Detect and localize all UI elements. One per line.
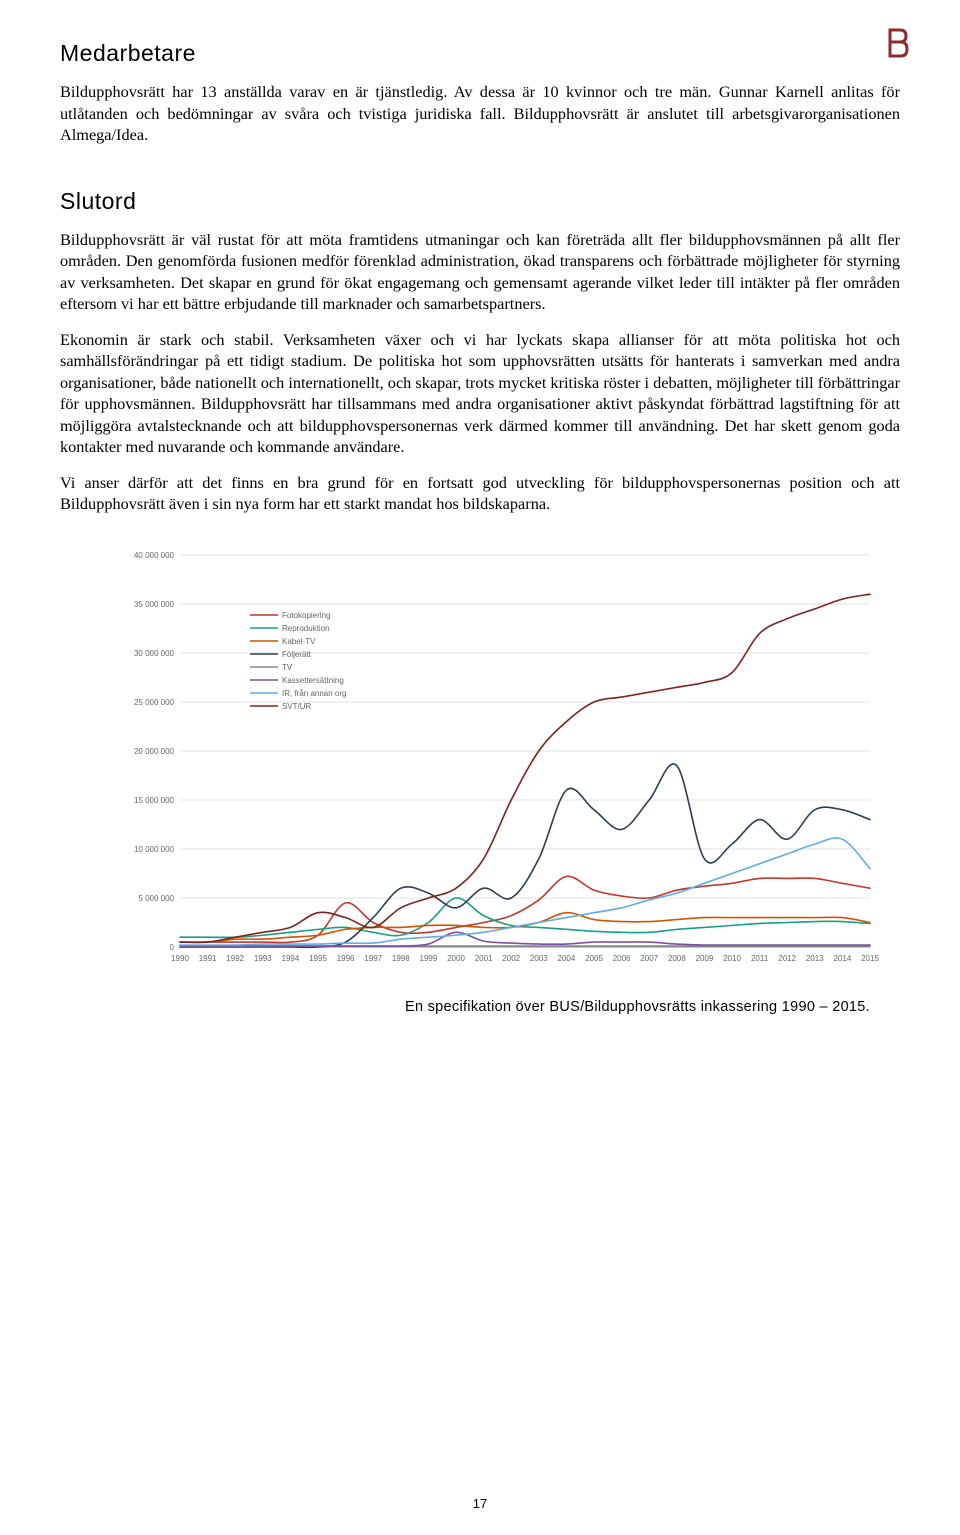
svg-text:2009: 2009 [696,954,714,963]
svg-text:1997: 1997 [364,954,382,963]
svg-text:1994: 1994 [282,954,300,963]
paragraph-slutord-2: Ekonomin är stark och stabil. Verksamhet… [60,329,900,458]
page-number: 17 [473,1496,487,1511]
svg-text:2014: 2014 [834,954,852,963]
chart-container: 0 5 000 000 10 000 000 15 000 000 20 000 000… [120,545,880,1015]
svg-text:5 000 000: 5 000 000 [138,894,174,903]
svg-text:1991: 1991 [199,954,217,963]
svg-text:2006: 2006 [613,954,631,963]
svg-text:2010: 2010 [723,954,741,963]
svg-text:2003: 2003 [530,954,548,963]
svg-text:35 000 000: 35 000 000 [134,600,175,609]
svg-text:IR, från annan org: IR, från annan org [282,689,346,698]
brand-logo-icon [886,28,910,58]
svg-text:1998: 1998 [392,954,410,963]
svg-text:40 000 000: 40 000 000 [134,551,175,560]
section-heading-medarbetare: Medarbetare [60,40,900,67]
svg-text:2015: 2015 [861,954,879,963]
svg-text:1999: 1999 [420,954,438,963]
svg-text:2004: 2004 [558,954,576,963]
svg-text:2005: 2005 [585,954,603,963]
paragraph-slutord-1: Bildupphovsrätt är väl rustat för att mö… [60,229,900,315]
svg-text:SVT/UR: SVT/UR [282,702,312,711]
svg-text:2001: 2001 [475,954,493,963]
svg-text:0: 0 [170,943,175,952]
svg-text:1993: 1993 [254,954,272,963]
svg-text:10 000 000: 10 000 000 [134,845,175,854]
svg-text:Följerätt: Följerätt [282,650,312,659]
svg-text:1996: 1996 [337,954,355,963]
svg-text:2008: 2008 [668,954,686,963]
svg-text:1990: 1990 [171,954,189,963]
svg-text:20 000 000: 20 000 000 [134,747,175,756]
svg-text:TV: TV [282,663,293,672]
svg-text:30 000 000: 30 000 000 [134,649,175,658]
svg-text:2012: 2012 [778,954,796,963]
svg-text:2013: 2013 [806,954,824,963]
svg-text:Kassettersättning: Kassettersättning [282,676,344,685]
svg-text:Reproduktion: Reproduktion [282,624,330,633]
section-heading-slutord: Slutord [60,188,900,215]
svg-text:15 000 000: 15 000 000 [134,796,175,805]
svg-text:25 000 000: 25 000 000 [134,698,175,707]
inkassering-line-chart: 0 5 000 000 10 000 000 15 000 000 20 000 000… [120,545,880,975]
svg-text:1995: 1995 [309,954,327,963]
chart-caption: En specifikation över BUS/Bildupphovsrät… [120,999,870,1015]
svg-text:1992: 1992 [226,954,244,963]
svg-text:2011: 2011 [751,954,769,963]
svg-text:2000: 2000 [447,954,465,963]
svg-text:2007: 2007 [640,954,658,963]
svg-text:2002: 2002 [502,954,520,963]
paragraph-slutord-3: Vi anser därför att det finns en bra gru… [60,472,900,515]
paragraph-medarbetare: Bildupphovsrätt har 13 anställda varav e… [60,81,900,146]
svg-text:Fotokopiering: Fotokopiering [282,611,330,620]
svg-text:Kabel-TV: Kabel-TV [282,637,316,646]
